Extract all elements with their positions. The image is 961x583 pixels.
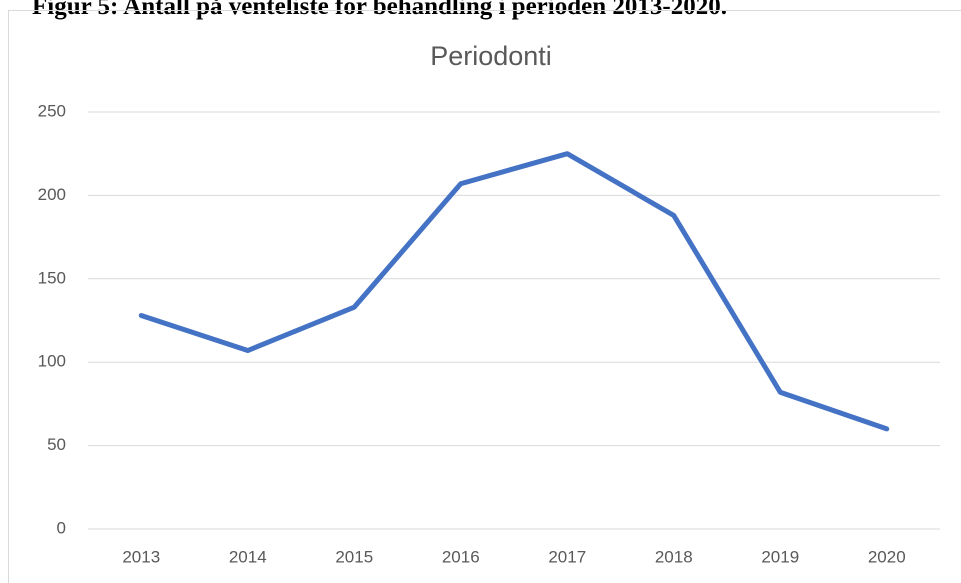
x-tick-label: 2017	[548, 547, 586, 566]
y-tick-label: 50	[47, 435, 66, 454]
x-tick-label: 2016	[442, 547, 480, 566]
y-tick-label: 100	[38, 352, 66, 371]
x-tick-label: 2013	[122, 547, 160, 566]
x-tick-label: 2018	[655, 547, 693, 566]
y-tick-label: 250	[38, 101, 66, 120]
y-tick-label: 200	[38, 185, 66, 204]
x-tick-label: 2019	[761, 547, 799, 566]
x-tick-label: 2015	[335, 547, 373, 566]
x-tick-label: 2014	[229, 547, 267, 566]
y-tick-label: 0	[57, 518, 66, 537]
chart-title: Periodonti	[430, 41, 552, 71]
data-line	[138, 151, 890, 432]
y-tick-label: 150	[38, 268, 66, 287]
x-tick-label: 2020	[868, 547, 906, 566]
chart-border	[8, 10, 961, 583]
